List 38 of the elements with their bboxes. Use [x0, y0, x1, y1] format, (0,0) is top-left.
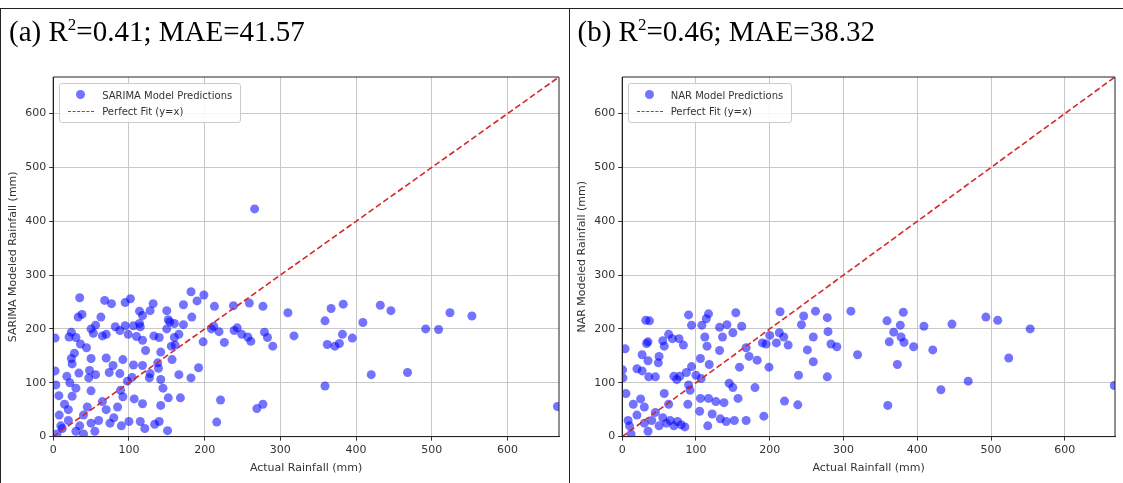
y-tick-label: 100: [25, 375, 47, 389]
x-tick-label: 100: [118, 443, 140, 457]
y-tick-label: 300: [593, 267, 615, 281]
legend-label: Perfect Fit (y=x): [102, 105, 184, 117]
x-tick-label: 400: [906, 443, 928, 457]
y-tick-label: 400: [25, 214, 47, 228]
y-axis-title: SARIMA Modeled Rainfall (mm): [6, 171, 20, 343]
y-tick-label: 600: [593, 106, 615, 120]
y-tick-label: 0: [39, 429, 47, 443]
y-tick-label: 200: [593, 321, 615, 335]
y-tick-label: 0: [607, 429, 615, 443]
x-tick-label: 100: [684, 443, 706, 457]
y-tick-label: 400: [593, 214, 615, 228]
x-tick-label: 400: [345, 443, 367, 457]
x-tick-label: 500: [980, 443, 1002, 457]
x-tick-label: 300: [269, 443, 291, 457]
x-tick-label: 0: [618, 443, 626, 457]
x-tick-label: 0: [49, 443, 57, 457]
chart-title: (b) R$^{2}$=0.46; MAE=38.32: [577, 15, 875, 48]
x-axis-title: Actual Rainfall (mm): [249, 461, 363, 475]
y-tick-label: 200: [25, 321, 47, 335]
y-tick-label: 300: [25, 267, 47, 281]
x-tick-label: 300: [832, 443, 854, 457]
chart-title: (a) R$^{2}$=0.41; MAE=41.57: [9, 15, 305, 48]
x-tick-label: 500: [421, 443, 443, 457]
x-tick-label: 200: [758, 443, 780, 457]
x-axis-title: Actual Rainfall (mm): [811, 461, 925, 475]
x-tick-label: 600: [1053, 443, 1075, 457]
y-axis-title: NAR Modeled Rainfall (mm): [574, 181, 588, 333]
legend-label: NAR Model Predictions: [670, 89, 784, 101]
y-tick-label: 600: [25, 106, 47, 120]
x-tick-label: 200: [194, 443, 216, 457]
y-tick-label: 500: [25, 160, 47, 174]
y-tick-label: 100: [593, 375, 615, 389]
legend-label: SARIMA Model Predictions: [102, 89, 233, 101]
y-tick-label: 500: [593, 160, 615, 174]
x-tick-label: 600: [497, 443, 519, 457]
legend-label: Perfect Fit (y=x): [670, 105, 752, 117]
